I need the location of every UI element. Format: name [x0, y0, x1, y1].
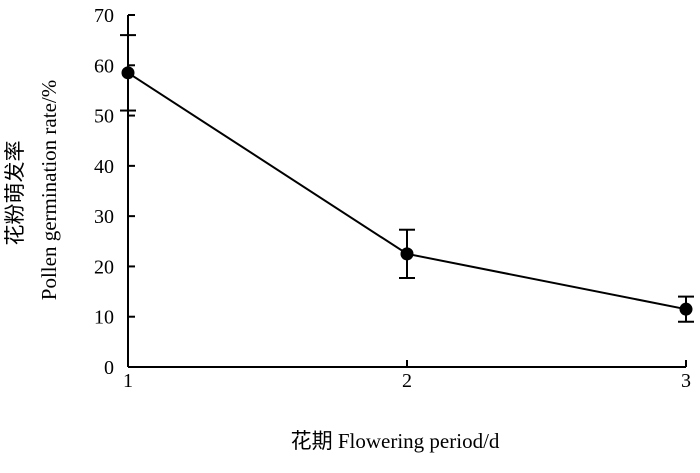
data-point-0	[121, 66, 135, 80]
x-tick-label-0: 1	[123, 370, 133, 392]
x-tick-label-1: 2	[402, 370, 412, 392]
data-point-2	[679, 302, 693, 316]
y-axis-title-line2: Pollen germination rate/%	[37, 80, 61, 300]
y-tick-label-1: 10	[94, 307, 114, 329]
axes: 0 10 20 30 40 50 60 70 1 2 3	[94, 5, 691, 392]
series-layer	[120, 34, 694, 323]
y-tick-label-2: 20	[94, 256, 114, 278]
labels-layer: 花期 Flowering period/d 花粉萌发率 Pollen germi…	[3, 80, 500, 453]
y-tick-label-4: 40	[94, 156, 114, 178]
y-tick-label-6: 60	[94, 55, 114, 77]
y-tick-label-3: 30	[94, 206, 114, 228]
y-tick-label-7: 70	[94, 5, 114, 27]
data-point-1	[400, 247, 414, 261]
x-tick-label-2: 3	[681, 370, 691, 392]
y-axis-title-line1: 花粉萌发率	[3, 141, 27, 246]
y-tick-label-5: 50	[94, 106, 114, 128]
x-axis-title: 花期 Flowering period/d	[291, 429, 500, 453]
y-tick-label-0: 0	[104, 357, 114, 379]
